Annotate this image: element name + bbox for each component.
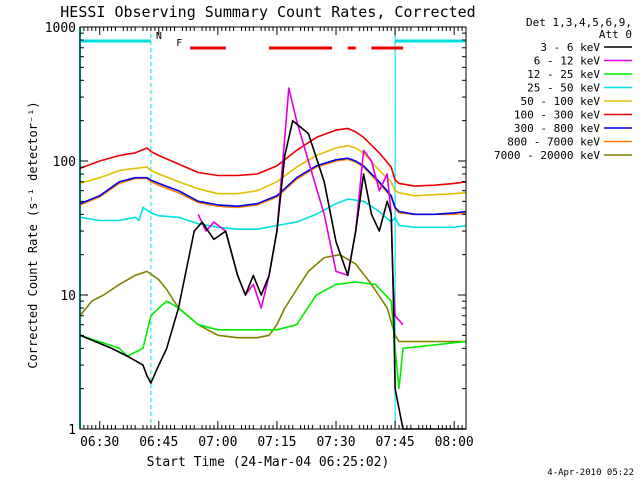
series-300-800keV	[79, 157, 467, 216]
plot-frame	[79, 26, 467, 430]
series-7000-20000keV	[79, 253, 466, 343]
legend-header-line1: Det 1,3,4,5,6,9,	[526, 16, 632, 29]
y-tick-label-3: 1000	[45, 21, 76, 36]
legend-header-line2: Att 0	[599, 28, 632, 41]
x-tick-label-2: 07:00	[198, 435, 237, 450]
series-800-7000keV	[79, 158, 467, 216]
y-axis-label: Corrected Count Rate (s⁻¹ detector⁻¹)	[26, 101, 40, 368]
date-stamp: 4-Apr-2010 05:22	[547, 468, 634, 478]
x-tick-label-5: 07:45	[376, 435, 415, 450]
x-tick-label-3: 07:15	[257, 435, 296, 450]
series-3-6keV	[79, 119, 466, 430]
series-100-300keV	[79, 127, 467, 187]
legend-entry-8: 7000 - 20000 keV	[494, 149, 600, 162]
legend-entry-6: 300 - 800 keV	[514, 122, 600, 135]
legend-entry-5: 100 - 300 keV	[514, 109, 600, 122]
legend-entry-4: 50 - 100 keV	[521, 95, 601, 108]
flag-label-F: F	[176, 38, 182, 49]
x-tick-label-6: 08:00	[435, 435, 474, 450]
y-tick-label-2: 100	[53, 155, 76, 170]
flag-label-N: N	[156, 31, 162, 42]
y-tick-label-1: 10	[60, 289, 76, 304]
chart-title: HESSI Observing Summary Count Rates, Cor…	[60, 3, 475, 21]
legend-entry-0: 3 - 6 keV	[540, 41, 600, 54]
series-12-25keV	[79, 281, 467, 390]
x-tick-label-1: 06:45	[139, 435, 178, 450]
legend-entry-2: 12 - 25 keV	[527, 68, 600, 81]
legend-entry-3: 25 - 50 keV	[527, 82, 600, 95]
y-tick-label-0: 1	[68, 423, 76, 438]
series-50-100keV	[79, 144, 467, 197]
x-tick-label-0: 06:30	[80, 435, 119, 450]
x-tick-label-4: 07:30	[316, 435, 355, 450]
x-axis-label: Start Time (24-Mar-04 06:25:02)	[147, 455, 390, 470]
legend-entry-7: 800 - 7000 keV	[507, 136, 600, 149]
legend-entry-1: 6 - 12 keV	[534, 55, 601, 68]
series-25-50keV	[79, 198, 467, 230]
